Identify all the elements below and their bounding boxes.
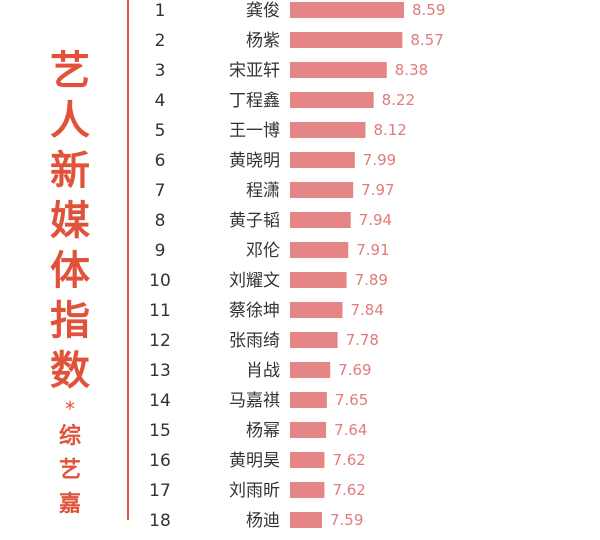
index-value-label: 7.78 xyxy=(346,331,379,349)
index-value-label: 7.69 xyxy=(338,361,371,379)
side-title-star: * xyxy=(65,397,75,421)
index-value-label: 8.12 xyxy=(373,121,406,139)
rank-number: 2 xyxy=(155,31,166,51)
artist-name: 丁程鑫 xyxy=(229,91,280,111)
artist-name: 邓伦 xyxy=(246,241,280,261)
index-bar xyxy=(290,32,403,48)
index-bar xyxy=(290,92,374,108)
side-title-char: 媒 xyxy=(50,198,90,244)
rank-number: 17 xyxy=(149,481,171,501)
index-value-label: 8.57 xyxy=(410,31,443,49)
index-value-label: 8.38 xyxy=(395,61,428,79)
index-bar xyxy=(290,422,327,438)
index-value-label: 7.99 xyxy=(363,151,396,169)
index-bar xyxy=(290,452,325,468)
artist-name: 肖战 xyxy=(246,361,280,381)
rank-number: 7 xyxy=(155,181,166,201)
index-bar xyxy=(290,152,355,168)
rank-number: 16 xyxy=(149,451,171,471)
index-value-label: 7.62 xyxy=(332,451,365,469)
rank-number: 14 xyxy=(149,391,171,411)
artist-name: 程潇 xyxy=(246,181,280,201)
side-title-char: 数 xyxy=(50,348,90,394)
side-title-char: 体 xyxy=(50,248,90,294)
index-bar xyxy=(290,362,331,378)
index-value-label: 7.89 xyxy=(355,271,388,289)
index-value-label: 8.22 xyxy=(382,91,415,109)
artist-name: 张雨绮 xyxy=(229,331,280,351)
index-bar xyxy=(290,392,327,408)
rank-number: 8 xyxy=(155,211,166,231)
artist-name: 杨幂 xyxy=(246,421,280,441)
artist-name: 刘耀文 xyxy=(229,271,280,291)
artist-name: 蔡徐坤 xyxy=(229,301,280,321)
side-title-char: 指 xyxy=(50,298,90,344)
index-bar xyxy=(290,2,404,18)
artist-name: 黄子韬 xyxy=(229,211,280,231)
rank-number: 18 xyxy=(149,511,171,531)
artist-name: 杨迪 xyxy=(246,511,280,531)
rank-number: 9 xyxy=(155,241,166,261)
index-bar xyxy=(290,512,322,528)
index-value-label: 7.91 xyxy=(356,241,389,259)
rank-number: 15 xyxy=(149,421,171,441)
index-value-label: 7.64 xyxy=(334,421,367,439)
index-value-label: 7.59 xyxy=(330,511,363,529)
rank-number: 4 xyxy=(155,91,166,111)
rank-number: 13 xyxy=(149,361,171,381)
artist-name: 刘雨昕 xyxy=(229,481,280,501)
rank-number: 3 xyxy=(155,61,166,81)
index-bar xyxy=(290,182,354,198)
rank-number: 10 xyxy=(149,271,171,291)
index-value-label: 7.65 xyxy=(335,391,368,409)
index-value-label: 7.97 xyxy=(361,181,394,199)
index-value-label: 7.84 xyxy=(350,301,383,319)
index-value-label: 7.94 xyxy=(359,211,392,229)
artist-name: 宋亚轩 xyxy=(229,61,280,81)
index-bar xyxy=(290,272,347,288)
artist-name: 王一博 xyxy=(229,121,280,141)
index-bar xyxy=(290,482,325,498)
divider-line xyxy=(127,0,129,520)
index-bar xyxy=(290,332,338,348)
artist-name: 黄明昊 xyxy=(229,451,280,471)
rank-number: 11 xyxy=(149,301,171,321)
index-bar xyxy=(290,212,351,228)
side-title-char: 新 xyxy=(50,148,90,194)
side-subtitle-char: 综 xyxy=(58,424,81,449)
rank-number: 6 xyxy=(155,151,166,171)
artist-name: 杨紫 xyxy=(246,31,280,51)
side-subtitle-char: 艺 xyxy=(58,458,81,483)
rank-number: 1 xyxy=(155,1,166,21)
index-bar xyxy=(290,242,349,258)
index-bar xyxy=(290,62,387,78)
artist-name: 马嘉祺 xyxy=(229,391,280,411)
side-subtitle-char: 嘉 xyxy=(58,492,81,517)
rank-number: 12 xyxy=(149,331,171,351)
index-bar xyxy=(290,122,366,138)
side-title-char: 人 xyxy=(50,98,90,144)
side-title-char: 艺 xyxy=(50,48,90,94)
index-value-label: 8.59 xyxy=(412,1,445,19)
artist-name: 黄晓明 xyxy=(229,151,280,171)
index-value-label: 7.62 xyxy=(332,481,365,499)
index-bar xyxy=(290,302,343,318)
side-title: 艺 人 新 媒 体 指 数 * 综 艺 嘉 xyxy=(40,46,100,522)
artist-name: 龚俊 xyxy=(246,1,280,21)
rank-number: 5 xyxy=(155,121,166,141)
